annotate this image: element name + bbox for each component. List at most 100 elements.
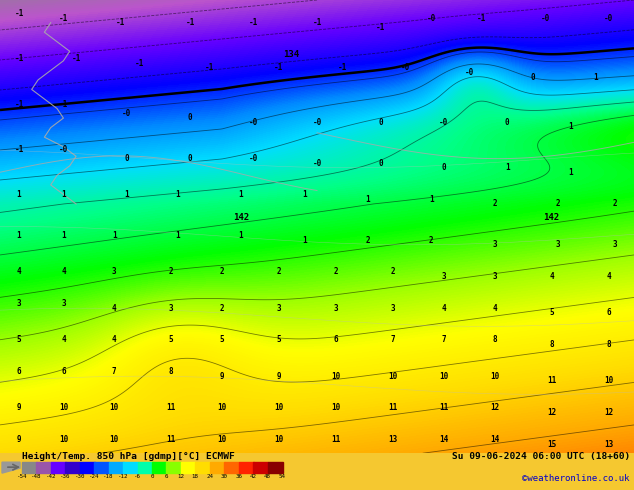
Bar (65, 462, 81, 473)
Text: 6: 6 (61, 367, 66, 376)
Text: 0: 0 (378, 118, 383, 127)
Text: 4: 4 (61, 336, 66, 344)
Text: -0: -0 (249, 154, 258, 163)
Text: 0: 0 (188, 113, 193, 122)
Text: 10: 10 (217, 403, 226, 413)
Text: 13: 13 (389, 435, 398, 444)
Text: -42: -42 (46, 474, 56, 479)
Text: 10: 10 (604, 376, 613, 385)
Text: 8: 8 (549, 340, 554, 349)
Bar (94, 462, 109, 473)
Text: 10: 10 (110, 403, 119, 413)
Text: 1: 1 (568, 122, 573, 131)
Text: 6: 6 (16, 367, 22, 376)
Text: 4: 4 (441, 304, 446, 313)
Text: 2: 2 (169, 268, 174, 276)
Text: 7: 7 (441, 336, 446, 344)
Text: 10: 10 (389, 372, 398, 381)
Text: 1: 1 (16, 231, 22, 240)
Text: -18: -18 (103, 474, 114, 479)
Text: 134: 134 (283, 50, 300, 59)
Text: 4: 4 (606, 272, 611, 281)
Text: 36: 36 (235, 474, 242, 479)
Text: -1: -1 (477, 14, 486, 23)
Polygon shape (2, 462, 20, 473)
Text: 3: 3 (492, 272, 497, 281)
Text: 7: 7 (391, 336, 396, 344)
Text: Height/Temp. 850 hPa [gdmp][°C] ECMWF: Height/Temp. 850 hPa [gdmp][°C] ECMWF (22, 452, 235, 461)
Text: 3: 3 (391, 304, 396, 313)
Text: 48: 48 (264, 474, 271, 479)
Text: 4: 4 (112, 304, 117, 313)
Text: 3: 3 (555, 240, 560, 249)
Text: -0: -0 (604, 14, 613, 23)
Text: 11: 11 (439, 403, 448, 413)
Text: 1: 1 (61, 191, 66, 199)
Text: 12: 12 (547, 408, 556, 417)
Text: 10: 10 (439, 372, 448, 381)
Text: 3: 3 (441, 272, 446, 281)
Text: 11: 11 (389, 403, 398, 413)
Text: 4: 4 (61, 268, 66, 276)
Text: 1: 1 (175, 231, 180, 240)
Text: 8: 8 (492, 336, 497, 344)
Text: 14: 14 (439, 435, 448, 444)
Text: 0: 0 (505, 118, 510, 127)
Text: -1: -1 (249, 18, 258, 27)
Text: 10: 10 (217, 435, 226, 444)
Text: 10: 10 (110, 435, 119, 444)
Bar (253, 462, 268, 473)
Text: 24: 24 (206, 474, 213, 479)
Text: 9: 9 (219, 372, 224, 381)
Text: -1: -1 (275, 64, 283, 73)
Text: -1: -1 (338, 64, 347, 73)
Text: 0: 0 (124, 154, 129, 163)
Text: 2: 2 (219, 268, 224, 276)
Text: 4: 4 (549, 272, 554, 281)
Text: 1: 1 (505, 163, 510, 172)
Text: -1: -1 (15, 54, 23, 63)
Text: 0: 0 (188, 154, 193, 163)
Text: 1: 1 (61, 231, 66, 240)
Text: 2: 2 (333, 268, 339, 276)
Bar (167, 462, 181, 473)
Text: 1: 1 (429, 195, 434, 204)
Text: 3: 3 (612, 240, 618, 249)
Bar (268, 462, 283, 473)
Text: 1: 1 (593, 73, 598, 81)
Text: 0: 0 (441, 163, 446, 172)
Text: -1: -1 (376, 23, 385, 32)
Text: -12: -12 (118, 474, 128, 479)
Text: -1: -1 (116, 18, 125, 27)
Text: 54: 54 (278, 474, 285, 479)
Text: ©weatheronline.co.uk: ©weatheronline.co.uk (522, 474, 630, 483)
Text: -0: -0 (59, 145, 68, 154)
Text: 7: 7 (112, 367, 117, 376)
Text: 3: 3 (112, 268, 117, 276)
Text: -1: -1 (186, 18, 195, 27)
Text: -0: -0 (439, 118, 448, 127)
Text: 2: 2 (276, 268, 281, 276)
Text: -0: -0 (465, 68, 474, 77)
Text: -1: -1 (72, 54, 81, 63)
Text: 11: 11 (332, 435, 340, 444)
Text: 1: 1 (16, 191, 22, 199)
Text: 30: 30 (221, 474, 228, 479)
Text: -1: -1 (15, 100, 23, 109)
Bar (51, 462, 66, 473)
Bar (195, 462, 210, 473)
Text: 18: 18 (192, 474, 199, 479)
Text: 10: 10 (59, 403, 68, 413)
Bar (36, 462, 51, 473)
Bar (238, 462, 254, 473)
Text: 6: 6 (165, 474, 168, 479)
Text: -0: -0 (313, 159, 321, 168)
Text: -0: -0 (313, 118, 321, 127)
Text: 12: 12 (178, 474, 184, 479)
Text: 5: 5 (219, 336, 224, 344)
Text: 5: 5 (169, 336, 174, 344)
Text: 10: 10 (332, 403, 340, 413)
Text: 1: 1 (112, 231, 117, 240)
Bar (181, 462, 196, 473)
Text: 1: 1 (238, 191, 243, 199)
